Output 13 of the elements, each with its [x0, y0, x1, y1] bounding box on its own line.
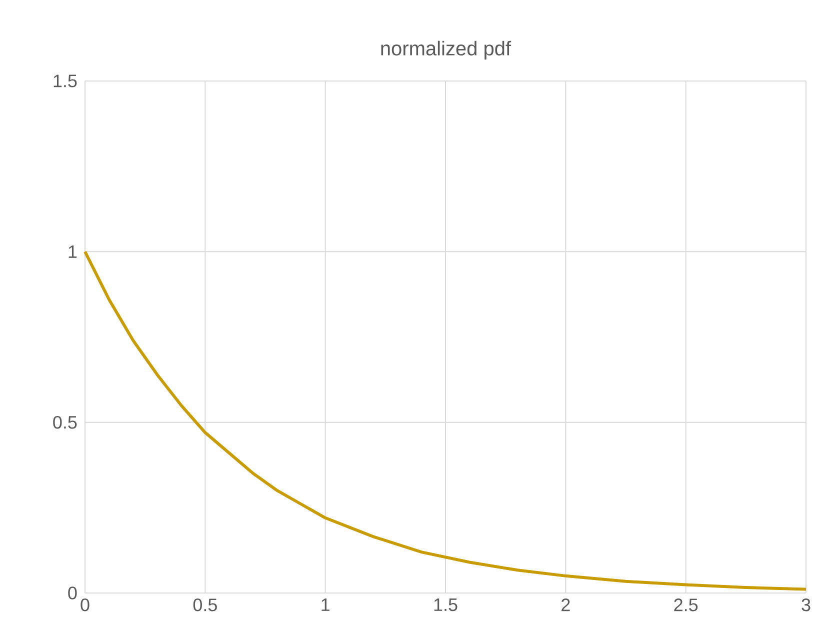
- x-tick-label: 1: [322, 598, 330, 611]
- line-series: [84, 250, 808, 591]
- x-tick-label: 0.5: [193, 598, 217, 612]
- x-tick-label: 2: [562, 598, 570, 612]
- x-tick-label: 3: [802, 598, 810, 612]
- y-tick-label: 0: [68, 586, 77, 600]
- chart-title: normalized pdf: [381, 40, 512, 60]
- x-tick-label: 1.5: [434, 598, 458, 612]
- y-tick-label: 0.5: [53, 416, 77, 429]
- x-tick-label: 2.5: [674, 598, 698, 612]
- y-tick-label: 1.5: [54, 74, 77, 88]
- y-tick-label: 1: [68, 245, 77, 258]
- x-tick-label: 0: [80, 598, 90, 612]
